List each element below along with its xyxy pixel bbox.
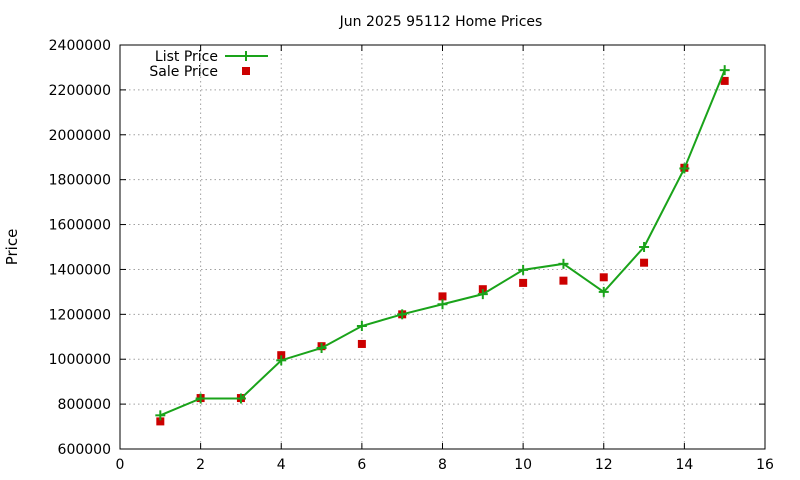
x-tick-label: 4 <box>277 457 286 473</box>
legend-entry-sale-price: Sale Price <box>149 64 250 80</box>
grid <box>120 45 765 449</box>
sale-price-series <box>156 76 729 426</box>
list-price-point <box>518 264 529 275</box>
y-tick-label: 1400000 <box>49 262 111 278</box>
list-price-point <box>397 309 408 320</box>
list-price-point <box>155 410 166 421</box>
series <box>155 65 730 426</box>
y-tick-label: 1800000 <box>49 173 111 189</box>
list-price-point <box>598 286 609 297</box>
y-tick-label: 1200000 <box>49 307 111 323</box>
sale-price-point <box>559 276 568 285</box>
x-tick-label: 10 <box>514 457 532 473</box>
list-price-point <box>276 355 287 366</box>
list-price-point <box>235 393 246 404</box>
list-price-point <box>195 393 206 404</box>
x-tick-label: 8 <box>438 457 447 473</box>
x-tick-label: 0 <box>116 457 125 473</box>
y-tick-label: 2200000 <box>49 83 111 99</box>
list-price-point <box>477 289 488 300</box>
list-price-point <box>679 163 690 174</box>
sale-price-point <box>438 292 447 301</box>
sale-price-point <box>519 278 528 287</box>
legend-swatch-sale-marker <box>242 67 250 75</box>
y-tick-label: 2400000 <box>49 38 111 54</box>
y-axis-label: Price <box>3 229 21 266</box>
legend-entry-list-price: List Price <box>155 49 268 65</box>
list-price-point <box>558 258 569 269</box>
axes: 0 2 4 6 8 10 12 14 16 600000 800000 1000000 1200000 1… <box>49 38 774 473</box>
sale-price-point <box>156 417 165 426</box>
x-tick-label: 16 <box>756 457 774 473</box>
y-tick-label: 1600000 <box>49 218 111 234</box>
list-price-series <box>155 65 730 421</box>
y-tick-label: 2000000 <box>49 128 111 144</box>
list-price-point <box>316 343 327 353</box>
legend-label-list-price: List Price <box>155 49 218 65</box>
plot-frame <box>119 44 766 450</box>
y-tick-label: 600000 <box>58 442 111 458</box>
list-price-point <box>719 65 730 76</box>
sale-price-point <box>720 76 729 85</box>
sale-price-point <box>640 258 649 267</box>
list-price-point <box>437 299 448 310</box>
legend-label-sale-price: Sale Price <box>149 64 218 80</box>
sale-price-point <box>599 273 608 282</box>
x-tick-label: 14 <box>675 457 693 473</box>
sale-price-point <box>357 339 366 348</box>
y-tick-label: 1000000 <box>49 352 111 368</box>
y-tick-label: 800000 <box>58 397 111 413</box>
chart-title: Jun 2025 95112 Home Prices <box>339 14 543 30</box>
x-tick-label: 12 <box>595 457 613 473</box>
legend-swatch-list-marker <box>241 51 251 61</box>
x-tick-label: 2 <box>196 457 205 473</box>
x-tick-label: 6 <box>357 457 366 473</box>
list-price-point <box>356 321 367 332</box>
sale-price-point <box>277 351 286 360</box>
list-price-point <box>639 242 650 252</box>
